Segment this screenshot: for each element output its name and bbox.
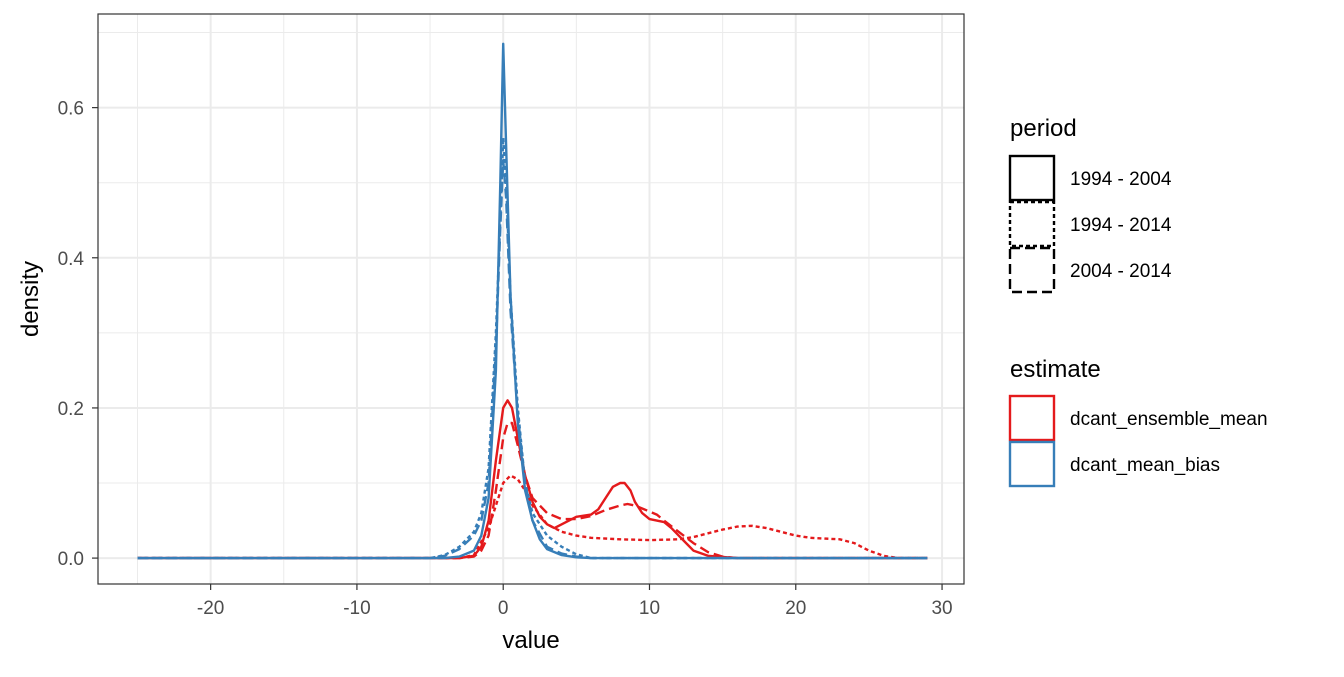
density-line-dcant-mean-bias-2004-2014 xyxy=(137,159,928,560)
legend-key-period xyxy=(1008,154,1056,202)
y-axis-title: density xyxy=(17,261,44,337)
legend-key-period xyxy=(1008,200,1056,248)
density-line-dcant-ensemble-mean-2004-2014 xyxy=(137,421,928,560)
panel-border xyxy=(97,13,965,585)
x-tick-label: 30 xyxy=(931,598,952,619)
legend-title-estimate: estimate xyxy=(1010,356,1101,383)
density-lines xyxy=(137,42,928,560)
legend-label-period: 2004 - 2014 xyxy=(1070,261,1172,282)
x-tick-label: 10 xyxy=(639,598,660,619)
x-axis: -20 -10 0 10 20 30 xyxy=(197,584,953,619)
y-tick-label: 0.2 xyxy=(58,399,84,420)
y-tick-label: 0.6 xyxy=(58,99,84,120)
legend-key-estimate xyxy=(1008,394,1056,442)
legend-key-period xyxy=(1008,246,1056,294)
minor-gridlines xyxy=(98,14,964,584)
density-line-dcant-ensemble-mean-1994-2014 xyxy=(137,474,928,560)
x-tick-label: 0 xyxy=(498,598,509,619)
y-tick-label: 0.0 xyxy=(58,549,84,570)
x-tick-label: -10 xyxy=(343,598,370,619)
legend-title-period: period xyxy=(1010,115,1077,142)
legend-label-period: 1994 - 2004 xyxy=(1070,169,1172,190)
density-line-dcant-mean-bias-1994-2014 xyxy=(137,136,928,560)
legend-label-period: 1994 - 2014 xyxy=(1070,215,1172,236)
major-gridlines xyxy=(98,14,964,584)
x-tick-label: 20 xyxy=(785,598,806,619)
legend-key-estimate xyxy=(1008,440,1056,488)
x-tick-label: -20 xyxy=(197,598,224,619)
legend-label-estimate: dcant_ensemble_mean xyxy=(1070,409,1268,430)
legend: period 1994 - 2004 1994 - 2014 2004 - 2014 e… xyxy=(1008,115,1268,488)
x-axis-title: value xyxy=(502,627,559,654)
y-axis: 0.0 0.2 0.4 0.6 xyxy=(58,99,98,570)
legend-label-estimate: dcant_mean_bias xyxy=(1070,455,1220,476)
y-tick-label: 0.4 xyxy=(58,249,85,270)
panel-background xyxy=(98,14,964,584)
density-line-dcant-ensemble-mean-1994-2004 xyxy=(137,399,928,560)
